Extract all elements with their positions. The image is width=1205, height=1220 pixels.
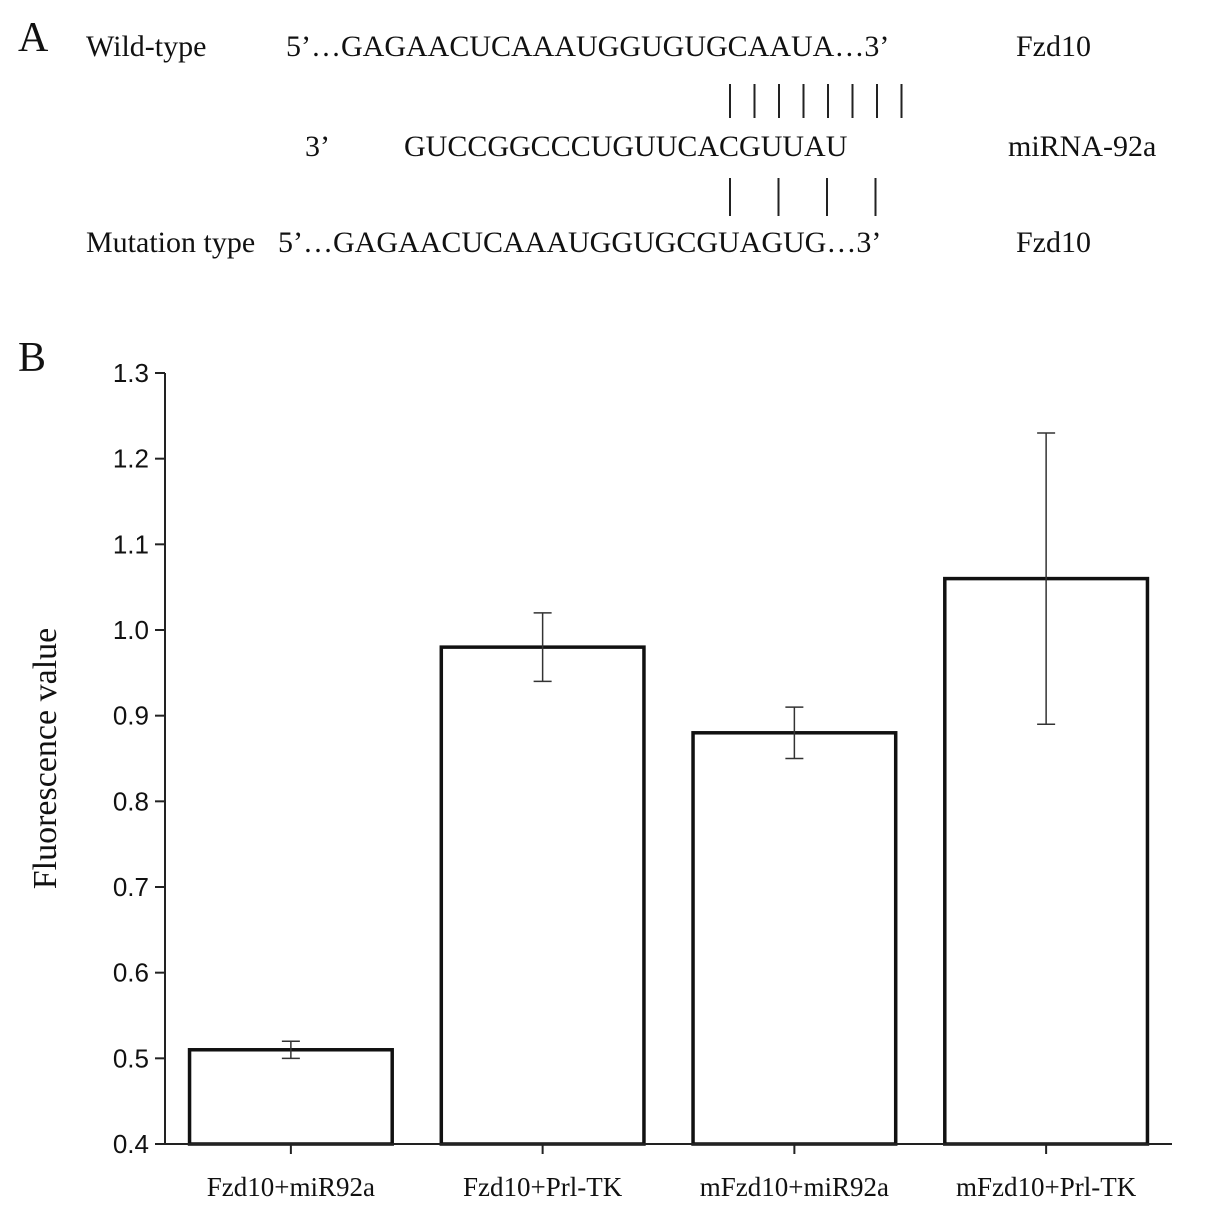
bar-chart: 0.4 0.5 0.6 0.7 0.8 0.9 1.0 1.1 1.2 1.3 Fzd10+miR…: [27, 358, 1172, 1202]
y-tick-label: 0.6: [113, 958, 149, 988]
mutation-type-gene: Fzd10: [1016, 226, 1091, 259]
x-tick-label: Fzd10+Prl-TK: [463, 1172, 623, 1202]
y-tick-label: 0.8: [113, 786, 149, 816]
y-tick-label: 0.9: [113, 701, 149, 731]
y-tick-label: 0.4: [113, 1129, 149, 1159]
mirna-name: miRNA-92a: [1008, 130, 1157, 163]
y-tick-label: 1.3: [113, 358, 149, 388]
panel-b-letter: B: [18, 335, 47, 381]
mirna-prime-label: 3’: [305, 130, 330, 163]
bar: [187, 1048, 394, 1146]
wild-type-sequence: 5’…GAGAACUCAAAUGGUGUGCAAUA…3’: [286, 30, 890, 63]
wild-type-gene: Fzd10: [1016, 30, 1091, 63]
panel-a-letter: A: [18, 15, 49, 61]
bar: [691, 731, 898, 1146]
mirna-sequence: GUCCGGCCCUGUUCACGUUAU: [404, 130, 848, 163]
x-tick-label: mFzd10+miR92a: [700, 1172, 889, 1202]
panel-a: A Wild-type 5’…GAGAACUCAAAUGGUGUGCAAUA…3…: [0, 0, 1205, 300]
x-tick-label: mFzd10+Prl-TK: [956, 1172, 1137, 1202]
y-tick-label: 1.2: [113, 444, 149, 474]
y-tick-label: 0.5: [113, 1043, 149, 1073]
base-pairing-bonds: [729, 84, 903, 216]
bar: [439, 645, 646, 1146]
x-tick-label: Fzd10+miR92a: [207, 1172, 375, 1202]
y-tick-label: 1.1: [113, 529, 149, 559]
wild-type-label: Wild-type: [86, 30, 207, 63]
y-axis-title: Fluorescence value: [27, 628, 64, 890]
y-tick-label: 1.0: [113, 615, 149, 645]
y-tick-label: 0.7: [113, 872, 149, 902]
mutation-type-label: Mutation type: [86, 226, 256, 259]
mutation-type-sequence: 5’…GAGAACUCAAAUGGUGCGUAGUG…3’: [278, 226, 882, 259]
